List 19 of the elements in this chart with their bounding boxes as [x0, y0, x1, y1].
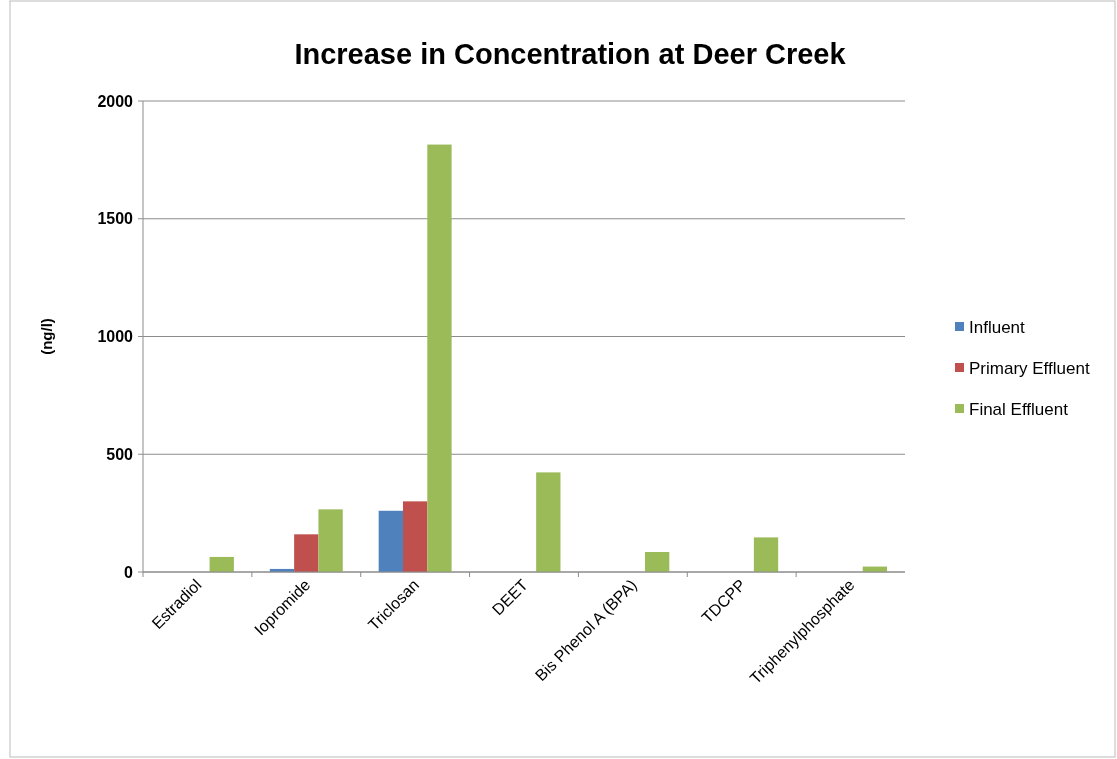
bar — [209, 556, 234, 572]
chart-title: Increase in Concentration at Deer Creek — [294, 38, 847, 70]
legend-label: Primary Effluent — [969, 358, 1090, 378]
legend-label: Influent — [969, 317, 1026, 337]
y-tick-label: 1500 — [97, 210, 134, 228]
bar — [753, 537, 779, 572]
y-tick-label: 2000 — [97, 92, 134, 110]
bar — [294, 534, 319, 572]
bar — [645, 551, 670, 572]
bar — [318, 509, 343, 572]
bar — [378, 510, 403, 572]
legend-label: Final Effluent — [969, 399, 1069, 419]
y-tick-label: 500 — [106, 445, 134, 463]
y-axis-title: (ng/l) — [38, 318, 55, 355]
bar — [536, 472, 561, 572]
y-tick-label: 0 — [124, 563, 134, 581]
bar — [402, 501, 428, 572]
y-tick-label: 1000 — [97, 328, 134, 346]
bar — [427, 144, 452, 572]
